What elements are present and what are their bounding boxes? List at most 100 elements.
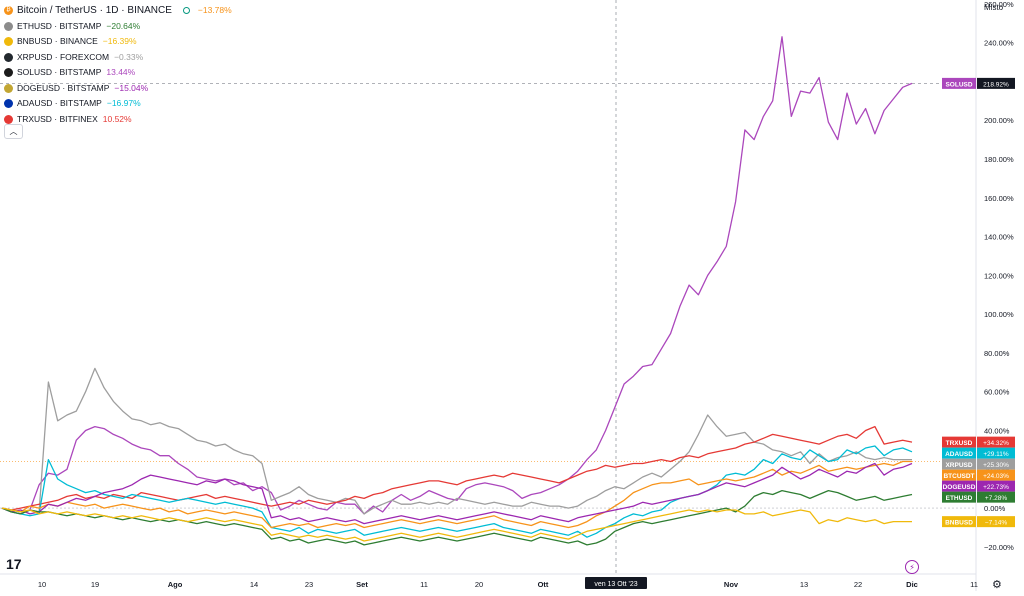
y-tick-label: 120.00% bbox=[984, 271, 1014, 280]
x-tick-label: Ago bbox=[168, 580, 183, 589]
svg-text:+34.32%: +34.32% bbox=[983, 440, 1009, 447]
y-tick-label: 100.00% bbox=[984, 310, 1014, 319]
x-tick-label: 11 bbox=[420, 580, 428, 589]
legend-item-change: −16.97% bbox=[106, 98, 141, 108]
solana-icon bbox=[4, 68, 13, 78]
svg-text:+22.73%: +22.73% bbox=[983, 484, 1009, 491]
svg-text:+29.11%: +29.11% bbox=[983, 451, 1009, 458]
x-tick-label: 20 bbox=[475, 580, 483, 589]
legend-main-name: Bitcoin / TetherUS · 1D · BINANCE bbox=[17, 5, 172, 16]
value-label-bnbusd: BNBUSD −7.14% bbox=[942, 516, 1015, 528]
legend-item-name: TRXUSD · BITFINEX bbox=[17, 113, 98, 124]
legend-item-name: ADAUSD · BITSTAMP bbox=[17, 98, 102, 108]
y-tick-label: 200.00% bbox=[984, 116, 1014, 125]
series-line-trxusd bbox=[1, 425, 913, 511]
dogecoin-icon bbox=[4, 83, 13, 93]
collapse-legend-button[interactable]: ︿ bbox=[4, 124, 23, 139]
svg-text:SOLUSD: SOLUSD bbox=[945, 81, 972, 88]
visibility-dot-icon[interactable] bbox=[182, 7, 190, 15]
y-tick-label: 260.00% bbox=[984, 0, 1014, 9]
legend: ₿ Bitcoin / TetherUS · 1D · BINANCE −13.… bbox=[4, 3, 232, 127]
legend-item-change: −0.33% bbox=[114, 51, 144, 62]
svg-text:BNBUSD: BNBUSD bbox=[945, 520, 973, 527]
tron-icon bbox=[4, 114, 13, 124]
svg-text:ADAUSD: ADAUSD bbox=[945, 451, 973, 458]
bitcoin-icon: ₿ bbox=[4, 6, 13, 16]
legend-item-name: DOGEUSD · BITSTAMP bbox=[17, 82, 110, 93]
legend-item[interactable]: ADAUSD · BITSTAMP −16.97% bbox=[4, 96, 232, 112]
svg-text:TRXUSD: TRXUSD bbox=[946, 440, 973, 447]
legend-item-change: −20.64% bbox=[106, 20, 141, 31]
y-tick-label: 240.00% bbox=[984, 39, 1014, 48]
ethereum-icon bbox=[4, 21, 13, 31]
legend-item-change: −16.39% bbox=[102, 36, 137, 46]
crosshair-date-box bbox=[585, 577, 647, 589]
scale-mode-label[interactable]: Misto bbox=[984, 3, 1004, 12]
legend-item[interactable]: TRXUSD · BITFINEX 10.52% bbox=[4, 112, 232, 128]
svg-text:DOGEUSD: DOGEUSD bbox=[943, 484, 976, 491]
x-tick-label: 10 bbox=[38, 580, 46, 589]
value-label-ethusd: ETHUSD +7.28% bbox=[942, 491, 1015, 503]
flash-icon[interactable]: ⚡ bbox=[905, 560, 919, 574]
legend-item[interactable]: SOLUSD · BITSTAMP 13.44% bbox=[4, 65, 232, 81]
value-label-solusd: SOLUSD 218.92% bbox=[942, 77, 1015, 89]
svg-text:+7.28%: +7.28% bbox=[985, 495, 1007, 502]
value-label-trxusd: TRXUSD +34.32% bbox=[942, 436, 1015, 448]
legend-item-name: XRPUSD · FOREXCOM bbox=[17, 51, 110, 62]
y-tick-label: 160.00% bbox=[984, 194, 1014, 203]
x-tick-label: 23 bbox=[305, 580, 313, 589]
x-tick-label: 14 bbox=[250, 580, 258, 589]
x-tick-label: 13 bbox=[800, 580, 808, 589]
gear-icon[interactable]: ⚙ bbox=[992, 579, 1002, 591]
series-line-adausd bbox=[1, 445, 913, 538]
x-tick-label: Ott bbox=[538, 580, 549, 589]
series-layer bbox=[1, 36, 913, 546]
y-tick-label: 60.00% bbox=[984, 388, 1010, 397]
value-label-xrpusd: XRPUSD +25.30% bbox=[942, 458, 1015, 470]
x-tick-label: Nov bbox=[724, 580, 739, 589]
x-tick-label: Set bbox=[356, 580, 368, 589]
svg-text:XRPUSD: XRPUSD bbox=[945, 462, 972, 469]
legend-item-name: SOLUSD · BITSTAMP bbox=[17, 67, 102, 77]
legend-item-name: ETHUSD · BITSTAMP bbox=[17, 20, 102, 31]
y-tick-label: 180.00% bbox=[984, 155, 1014, 164]
svg-text:ETHUSD: ETHUSD bbox=[946, 495, 973, 502]
x-tick-label: 22 bbox=[854, 580, 862, 589]
svg-text:−7.14%: −7.14% bbox=[985, 520, 1007, 527]
x-tick-label: Dic bbox=[906, 580, 918, 589]
legend-main-row[interactable]: ₿ Bitcoin / TetherUS · 1D · BINANCE −13.… bbox=[4, 3, 232, 19]
svg-text:218.92%: 218.92% bbox=[983, 81, 1009, 88]
series-line-xrpusd bbox=[1, 367, 912, 515]
legend-main-change: −13.78% bbox=[197, 5, 232, 15]
value-label-adausd: ADAUSD +29.11% bbox=[942, 447, 1015, 459]
y-tick-label: 40.00% bbox=[984, 427, 1010, 436]
legend-item[interactable]: DOGEUSD · BITSTAMP −15.04% bbox=[4, 81, 232, 97]
series-line-ethusd bbox=[1, 489, 913, 546]
binance-icon bbox=[4, 37, 13, 47]
legend-item-change: 10.52% bbox=[102, 113, 132, 124]
y-tick-label: 140.00% bbox=[984, 233, 1014, 242]
legend-item-name: BNBUSD · BINANCE bbox=[17, 36, 98, 46]
legend-item-change: −15.04% bbox=[114, 82, 149, 93]
svg-text:+25.30%: +25.30% bbox=[983, 462, 1009, 469]
svg-text:+24.03%: +24.03% bbox=[983, 473, 1009, 480]
y-tick-label: −20.00% bbox=[984, 543, 1014, 552]
xrp-icon bbox=[4, 52, 13, 62]
value-label-btcusdt: BTCUSDT +24.03% bbox=[942, 469, 1015, 481]
x-tick-label: 19 bbox=[91, 580, 99, 589]
legend-item[interactable]: ETHUSD · BITSTAMP −20.64% bbox=[4, 19, 232, 35]
cardano-icon bbox=[4, 99, 13, 109]
x-tick-label: 11 bbox=[970, 580, 978, 589]
y-tick-label: 0.00% bbox=[984, 504, 1006, 513]
series-line-bnbusd bbox=[1, 507, 912, 542]
y-tick-label: 80.00% bbox=[984, 349, 1010, 358]
series-line-solusd bbox=[1, 36, 913, 515]
tradingview-logo-icon[interactable]: 17 bbox=[6, 556, 22, 572]
svg-text:BTCUSDT: BTCUSDT bbox=[943, 473, 974, 480]
label-layer: ven 13 Ott '23 SOLUSD 218.92% TRXUSD +34.32%… bbox=[585, 77, 1015, 589]
value-label-dogeusd: DOGEUSD +22.73% bbox=[942, 480, 1015, 492]
legend-item[interactable]: XRPUSD · FOREXCOM −0.33% bbox=[4, 50, 232, 66]
legend-item[interactable]: BNBUSD · BINANCE −16.39% bbox=[4, 34, 232, 50]
